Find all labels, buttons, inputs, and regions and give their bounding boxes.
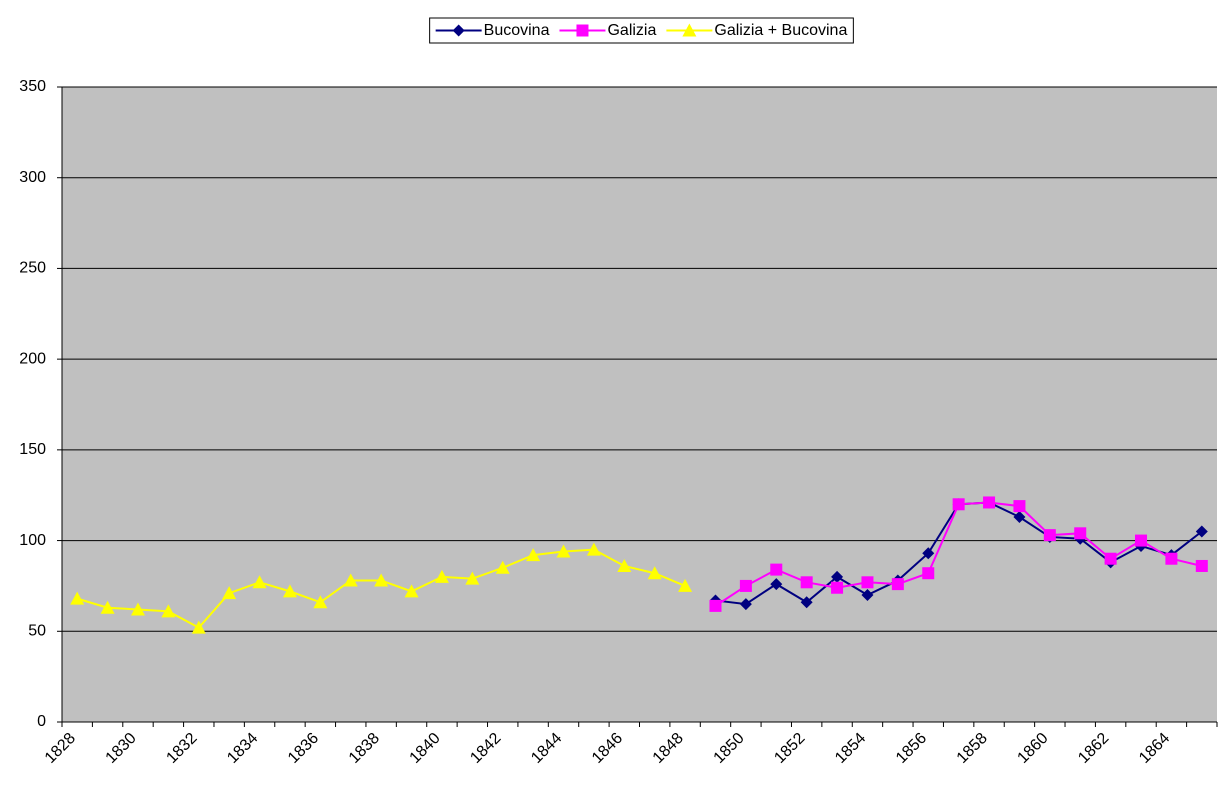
x-tick-label: 1856 [893,730,930,767]
x-tick-label: 1838 [346,730,383,767]
x-tick-label: 1828 [42,730,79,767]
marker [983,496,996,509]
marker [556,544,571,558]
x-tick-label: 1834 [224,730,261,767]
marker [100,600,115,614]
marker [191,620,206,634]
marker [891,578,904,591]
x-tick-label: 1858 [954,730,991,767]
marker [161,604,176,618]
marker [922,547,935,560]
marker [282,584,297,598]
marker [452,24,465,37]
marker [1074,527,1087,540]
x-tick-label: 1848 [650,730,687,767]
y-tick-label: 200 [19,350,46,367]
marker [495,560,510,574]
x-tick-label: 1862 [1075,730,1112,767]
y-tick-label: 350 [19,78,46,95]
marker [252,575,267,589]
marker [682,23,697,37]
marker [770,578,783,591]
marker [709,599,722,612]
marker [526,548,541,562]
x-tick-label: 1846 [589,730,626,767]
y-tick-label: 50 [28,623,46,640]
marker [952,498,965,511]
marker [343,573,358,587]
y-tick-label: 250 [19,260,46,277]
marker [678,578,693,592]
plot-area [62,87,1217,722]
marker [70,591,85,605]
marker [647,566,662,580]
marker [374,573,389,587]
marker [1013,510,1026,523]
marker [1195,559,1208,572]
marker [1135,534,1148,547]
marker [222,586,237,600]
y-tick-label: 0 [37,713,46,730]
x-tick-label: 1840 [407,730,444,767]
marker [130,602,145,616]
marker [800,576,813,589]
marker [1043,529,1056,542]
y-tick-label: 100 [19,532,46,549]
x-tick-label: 1836 [285,730,322,767]
legend-label: Bucovina [484,22,550,39]
marker [922,567,935,580]
x-tick-label: 1844 [528,730,565,767]
marker [404,584,419,598]
marker [1195,525,1208,538]
marker [739,579,752,592]
marker [739,598,752,611]
legend-box [429,17,854,44]
marker [831,570,844,583]
x-tick-label: 1854 [832,730,869,767]
x-tick-label: 1852 [771,730,808,767]
marker [434,569,449,583]
marker [861,576,874,589]
marker [800,596,813,609]
marker [831,581,844,594]
x-tick-label: 1860 [1014,730,1051,767]
x-tick-label: 1832 [163,730,200,767]
x-tick-label: 1864 [1136,730,1173,767]
marker [617,558,632,572]
marker [576,24,589,37]
x-tick-label: 1842 [467,730,504,767]
marker [465,571,480,585]
y-tick-label: 150 [19,441,46,458]
marker [770,563,783,576]
legend-label: Galizia [607,22,656,39]
marker [586,542,601,556]
marker [1165,552,1178,565]
x-tick-label: 1830 [103,730,140,767]
marker [861,589,874,601]
marker [1104,552,1117,565]
x-tick-label: 1850 [711,730,748,767]
marker [313,595,328,609]
y-tick-label: 300 [19,169,46,186]
legend-label: Galizia + Bucovina [714,22,847,39]
legend: Bucovina Galizia Galizia + Bucovina [429,17,854,44]
marker [1013,500,1026,513]
